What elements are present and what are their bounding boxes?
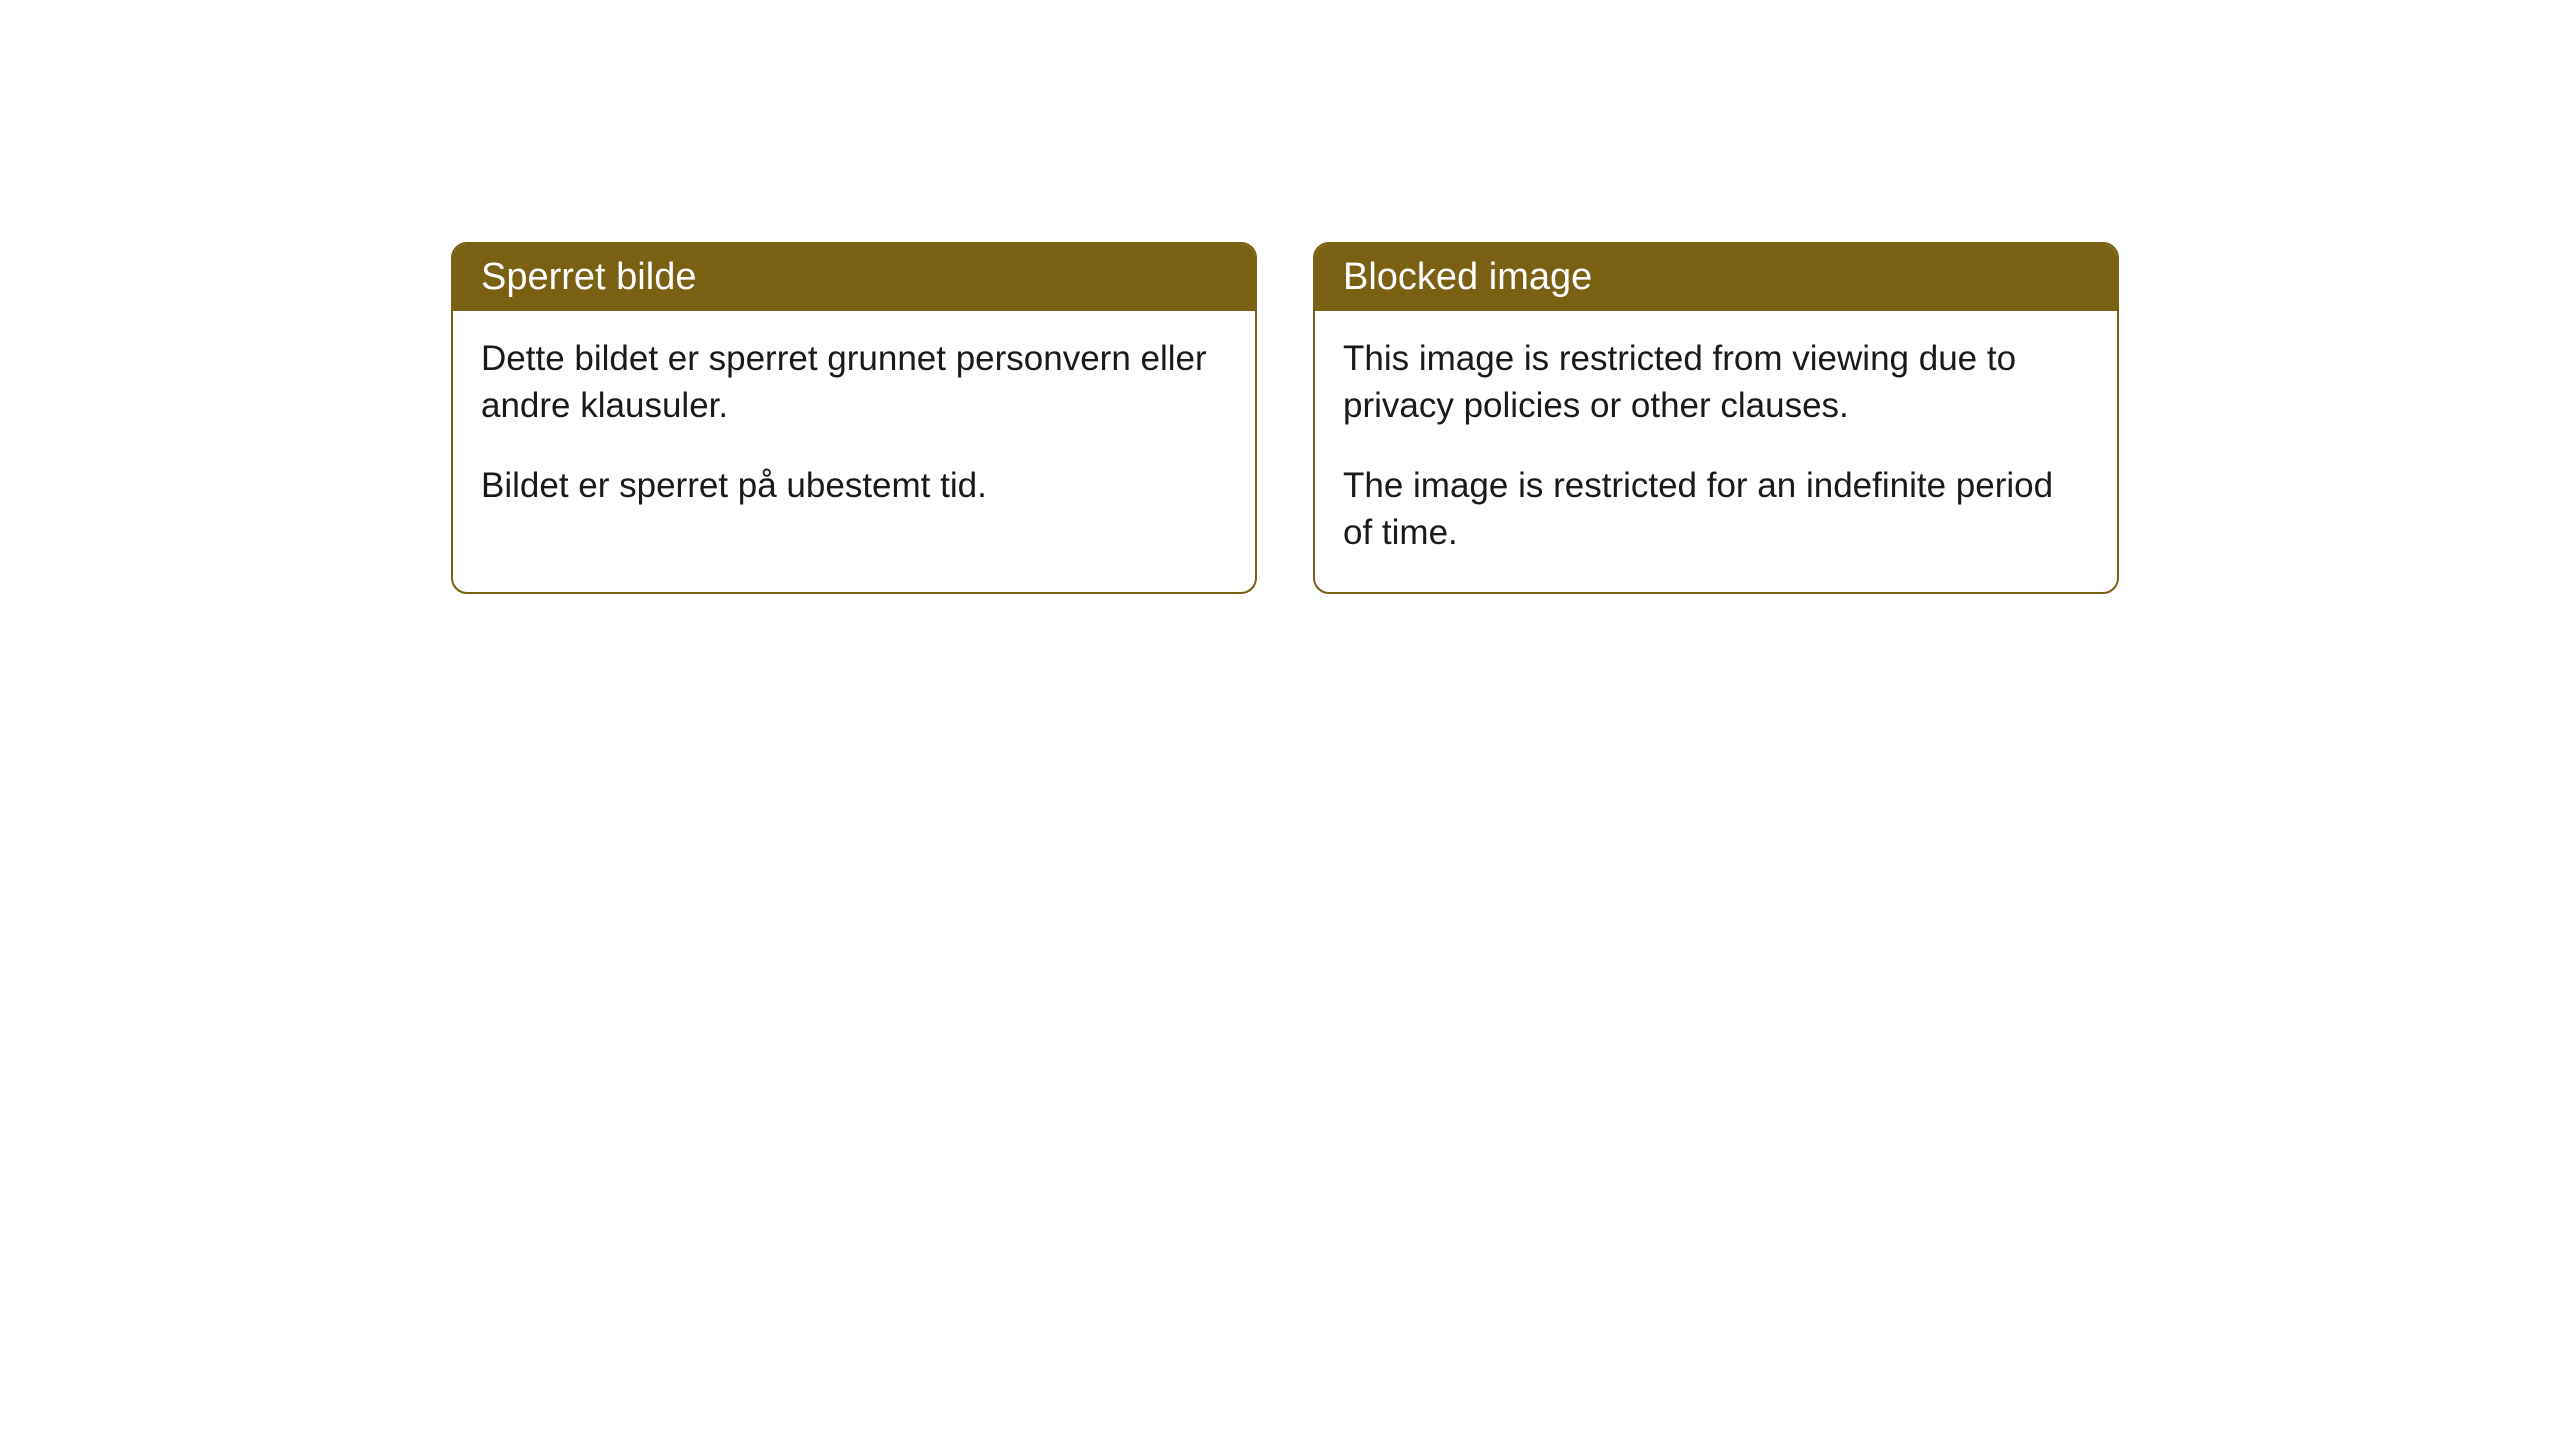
card-body-english: This image is restricted from viewing du…	[1315, 311, 2117, 592]
notice-cards-container: Sperret bilde Dette bildet er sperret gr…	[451, 242, 2119, 594]
card-title-english: Blocked image	[1343, 256, 1592, 298]
card-text-norwegian-2: Bildet er sperret på ubestemt tid.	[481, 462, 1227, 509]
card-text-english-1: This image is restricted from viewing du…	[1343, 335, 2089, 430]
card-header-english: Blocked image	[1315, 244, 2117, 311]
card-text-english-2: The image is restricted for an indefinit…	[1343, 462, 2089, 557]
blocked-image-card-norwegian: Sperret bilde Dette bildet er sperret gr…	[451, 242, 1257, 594]
card-text-norwegian-1: Dette bildet er sperret grunnet personve…	[481, 335, 1227, 430]
card-body-norwegian: Dette bildet er sperret grunnet personve…	[453, 311, 1255, 545]
card-title-norwegian: Sperret bilde	[481, 256, 696, 298]
blocked-image-card-english: Blocked image This image is restricted f…	[1313, 242, 2119, 594]
card-header-norwegian: Sperret bilde	[453, 244, 1255, 311]
